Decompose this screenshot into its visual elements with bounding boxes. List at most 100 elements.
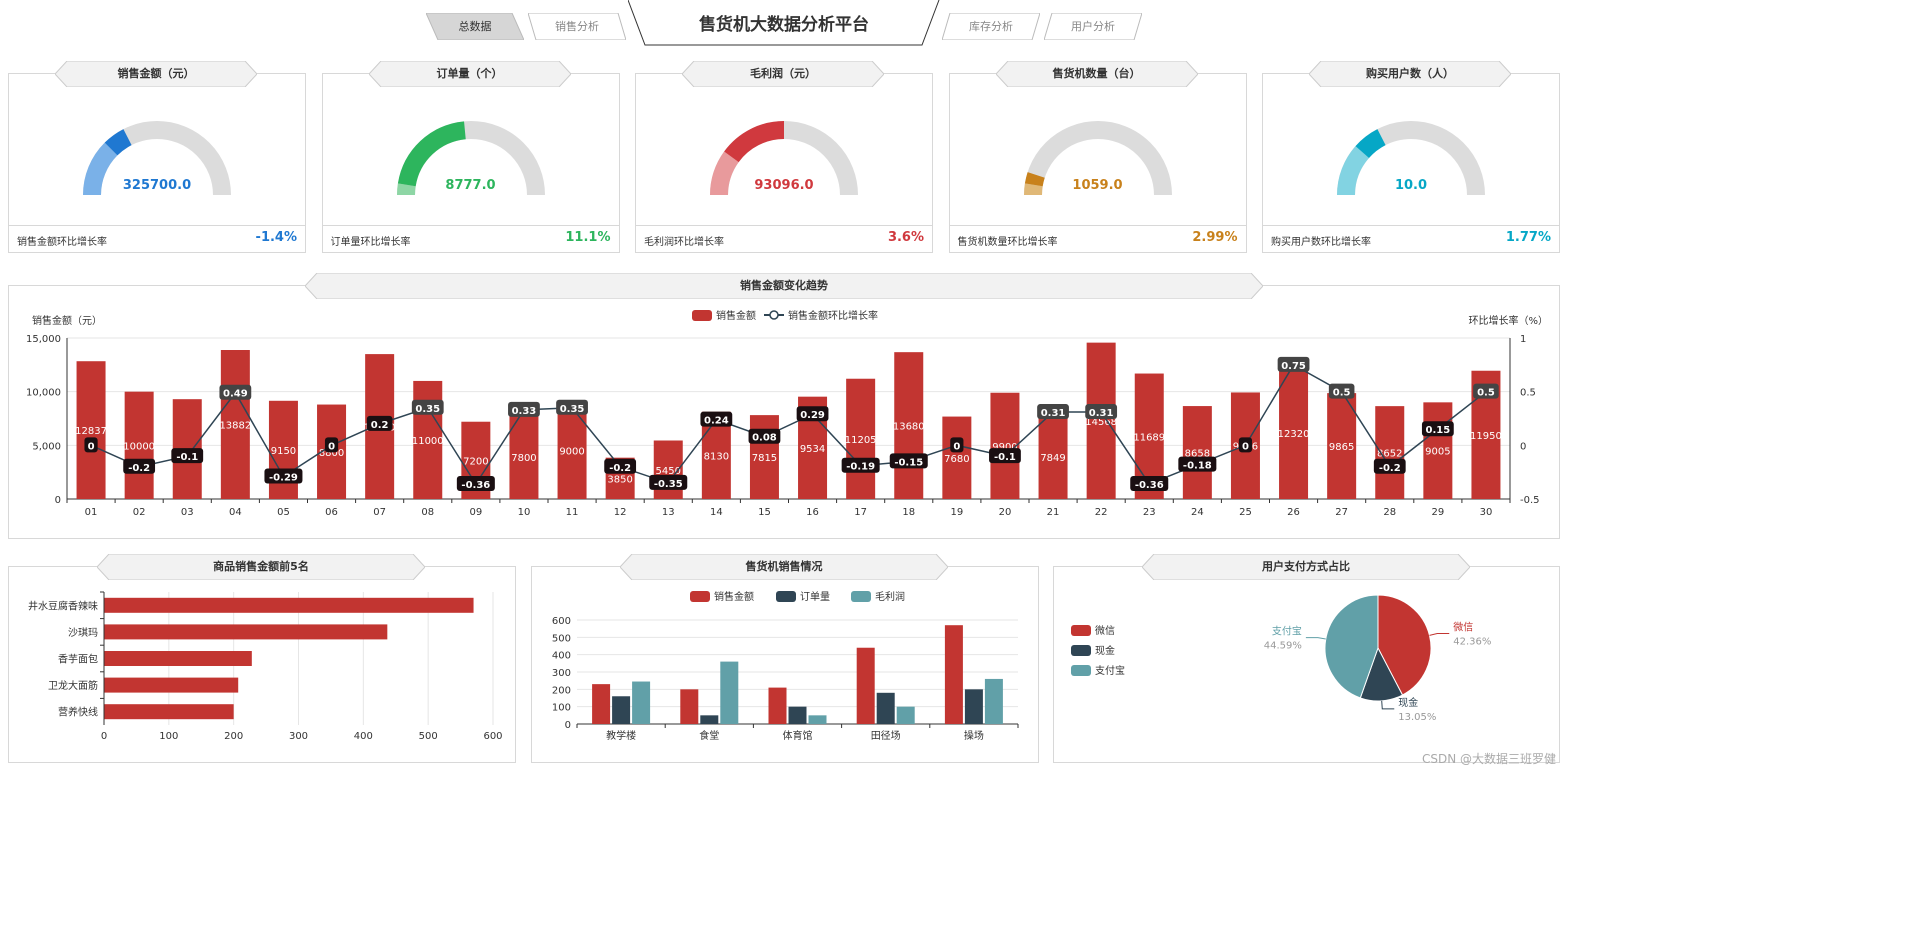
kpi-value: 10.0: [1394, 178, 1428, 193]
x-tick-label: 02: [133, 507, 146, 518]
tab-overview[interactable]: 总数据: [426, 13, 524, 40]
legend-swatch[interactable]: [690, 591, 710, 602]
legend-label-growth[interactable]: 销售金额环比增长率: [788, 309, 878, 322]
y-tick-label: 沙琪玛: [68, 626, 98, 639]
machine-bar[interactable]: [788, 706, 807, 724]
x-tick-label: 21: [1047, 507, 1060, 518]
sales-bar[interactable]: [1423, 402, 1453, 499]
product-bar[interactable]: [104, 651, 252, 666]
legend-label[interactable]: 支付宝: [1095, 664, 1125, 677]
growth-label-box: [456, 475, 495, 491]
sales-bar[interactable]: [894, 352, 924, 499]
sales-bar-label: 8130: [704, 451, 729, 462]
tab-shape: [942, 13, 1040, 40]
machine-title-text: 售货机销售情况: [745, 560, 823, 573]
sales-bar[interactable]: [1327, 393, 1357, 499]
kpi-panel: 93096.0 毛利润环比增长率 3.6%: [635, 73, 933, 253]
growth-label-box: [1178, 456, 1217, 472]
sales-bar[interactable]: [1038, 414, 1068, 499]
legend-label[interactable]: 订单量: [800, 591, 830, 603]
sales-bar-label: 9865: [1329, 442, 1354, 453]
product-bar[interactable]: [104, 597, 474, 613]
machine-bar[interactable]: [856, 647, 875, 724]
kpi-footer: 毛利润环比增长率 3.6%: [636, 225, 932, 252]
sales-bar[interactable]: [942, 416, 972, 499]
legend-label[interactable]: 销售金额: [714, 590, 754, 603]
machine-bar[interactable]: [680, 689, 699, 724]
legend-swatch[interactable]: [1071, 665, 1091, 676]
product-bar[interactable]: [104, 624, 388, 640]
growth-label: 0.5: [1333, 388, 1351, 399]
sales-bar-label: 8658: [1185, 449, 1210, 460]
sales-bar[interactable]: [76, 361, 106, 499]
machine-bar[interactable]: [632, 681, 651, 724]
tab-inventory-analysis[interactable]: 库存分析: [942, 13, 1040, 40]
product-bar[interactable]: [104, 677, 239, 693]
payment-panel-title: 用户支付方式占比: [1142, 554, 1470, 580]
y-tick-label: 0: [55, 495, 61, 506]
y-tick-label: 15,000: [26, 334, 61, 345]
growth-label: 0.5: [1477, 388, 1495, 399]
legend-label-sales[interactable]: 销售金额: [716, 309, 756, 322]
machine-bar[interactable]: [612, 696, 631, 724]
kpi-panel: 1059.0 售货机数量环比增长率 2.99%: [948, 73, 1247, 253]
machine-chart: 销售金额 订单量 毛利润 0 100 200 300 400 500 600 教学楼 食堂 体育馆 田径场…: [552, 590, 1019, 742]
legend-label[interactable]: 毛利润: [875, 590, 905, 603]
x-tick-label: 22: [1095, 507, 1108, 518]
x-tick-label: 25: [1239, 507, 1252, 518]
machine-bar[interactable]: [896, 706, 915, 724]
sales-bar[interactable]: [846, 378, 876, 499]
growth-label-box: [649, 474, 688, 490]
gauge-fill-light: [1337, 146, 1370, 196]
kpi-title: 售货机数量（台）: [995, 61, 1198, 87]
machine-bar[interactable]: [964, 689, 983, 724]
sales-bar-label: 7200: [463, 456, 488, 467]
sales-bar[interactable]: [990, 392, 1020, 499]
legend-swatch[interactable]: [1071, 625, 1091, 636]
product-bar[interactable]: [104, 704, 234, 720]
sales-bar[interactable]: [1086, 342, 1116, 499]
machine-bar[interactable]: [700, 715, 719, 724]
machine-bar[interactable]: [984, 678, 1003, 724]
growth-label: 0.35: [415, 404, 440, 415]
machine-bar[interactable]: [876, 692, 895, 724]
machine-bar[interactable]: [808, 715, 827, 724]
machine-bar[interactable]: [768, 687, 787, 724]
sales-bar[interactable]: [124, 391, 154, 499]
legend-swatch[interactable]: [851, 591, 871, 602]
growth-label-box: [1373, 458, 1406, 474]
sales-bar[interactable]: [509, 415, 539, 499]
legend-swatch-sales[interactable]: [692, 310, 712, 321]
sales-bar-label: 14568: [1085, 417, 1117, 428]
sales-bar-label: 12837: [75, 426, 107, 437]
kpi-title-text: 毛利润（元）: [750, 67, 816, 80]
kpi-growth-value: -1.4%: [255, 230, 297, 245]
pie-slice[interactable]: [1324, 594, 1379, 699]
x-tick-label: 27: [1335, 507, 1348, 518]
growth-label-box: [324, 437, 339, 453]
sales-bar[interactable]: [1182, 406, 1212, 499]
legend-label[interactable]: 现金: [1095, 644, 1115, 657]
x-tick-label: 17: [854, 507, 867, 518]
machine-bar[interactable]: [720, 661, 739, 724]
x-tick-label: 0: [101, 731, 107, 742]
machine-bar[interactable]: [592, 684, 611, 724]
kpi-title: 订单量（个）: [368, 61, 571, 87]
kpi-growth-label: 订单量环比增长率: [330, 237, 411, 248]
legend-swatch[interactable]: [1071, 645, 1091, 656]
tab-sales-analysis[interactable]: 销售分析: [528, 13, 626, 40]
growth-label-box: [411, 399, 444, 415]
sales-bar[interactable]: [1279, 366, 1309, 499]
kpi-gauge: [396, 121, 545, 196]
kpi-growth-value: 2.99%: [1192, 230, 1238, 245]
x-tick-label: 16: [806, 507, 819, 518]
legend-label[interactable]: 微信: [1095, 624, 1115, 637]
legend-swatch[interactable]: [776, 591, 796, 602]
tab-user-analysis[interactable]: 用户分析: [1044, 13, 1142, 40]
gauge-fill-light: [396, 183, 416, 196]
machine-bar[interactable]: [944, 625, 963, 724]
kpi-panel: 10.0 购买用户数环比增长率 1.77%: [1262, 73, 1560, 253]
sales-bar[interactable]: [220, 349, 250, 499]
growth-label-box: [841, 457, 880, 473]
ribbon-shape: [55, 61, 257, 87]
